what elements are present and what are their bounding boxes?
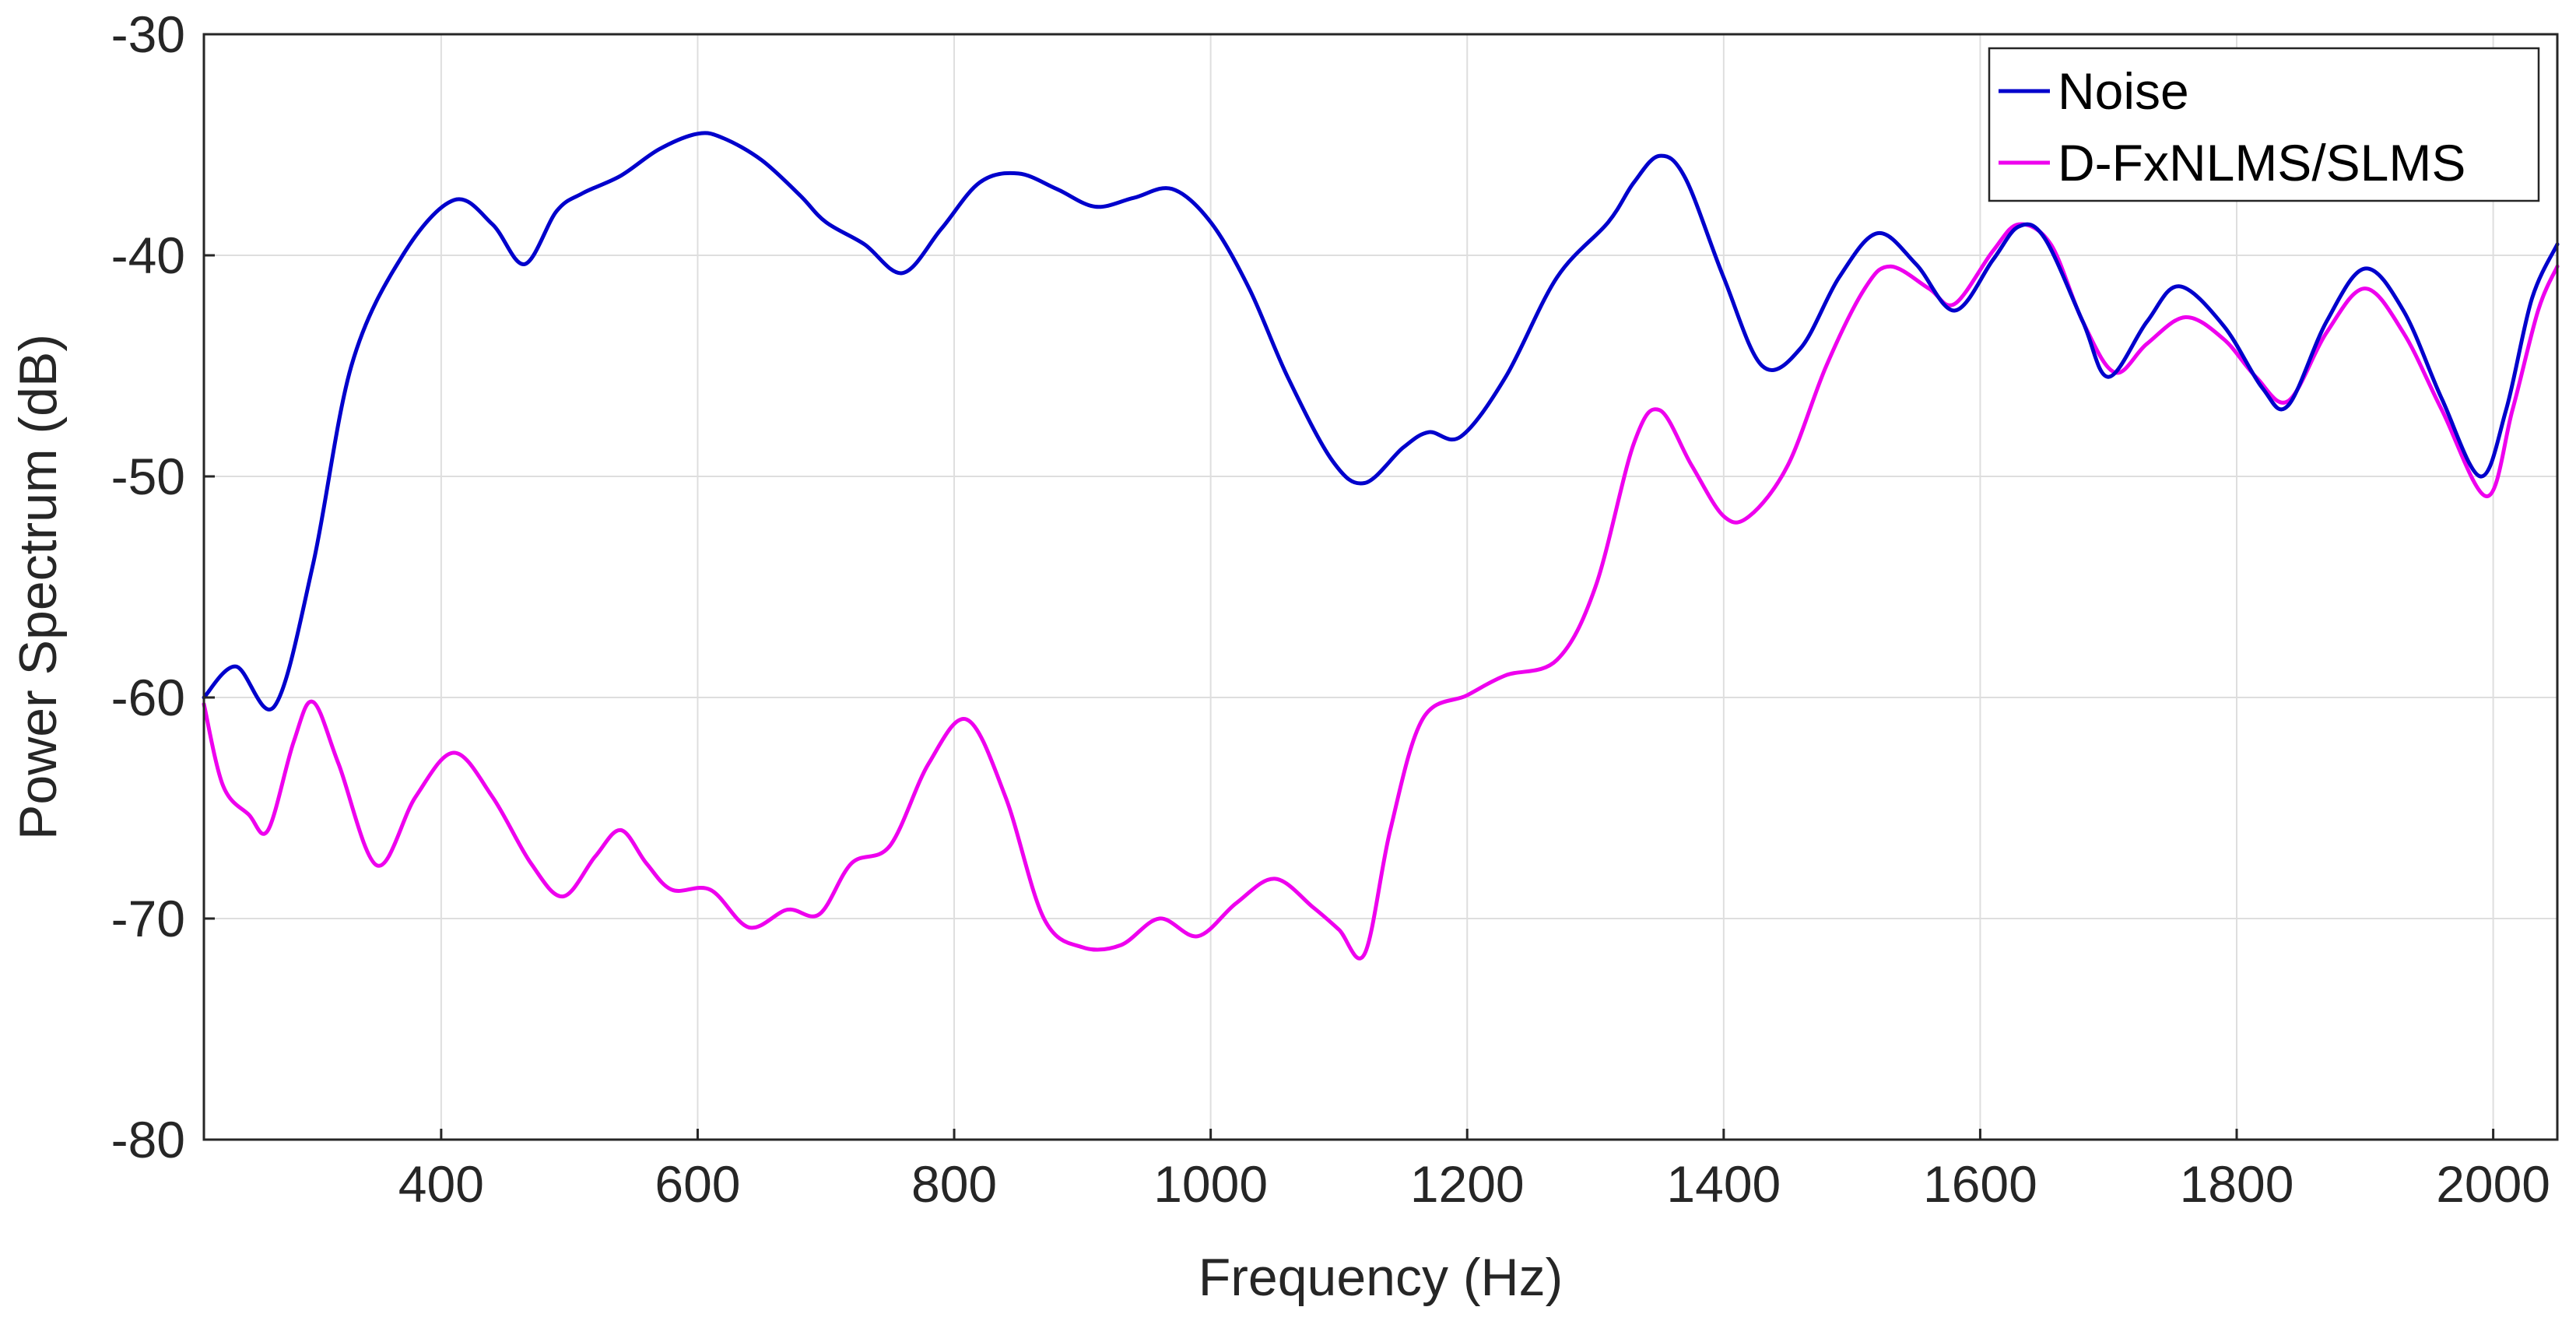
x-axis-label: Frequency (Hz) xyxy=(1199,1248,1563,1307)
plot-frame xyxy=(202,33,2559,1141)
x-tick-label-400: 400 xyxy=(398,1155,484,1213)
y-tick-label--70: -70 xyxy=(111,890,185,947)
y-tick-label--60: -60 xyxy=(111,669,185,726)
x-tick-label-1000: 1000 xyxy=(1153,1155,1268,1213)
x-tick-label-2000: 2000 xyxy=(2436,1155,2550,1213)
y-tick-label--80: -80 xyxy=(111,1111,185,1168)
x-axis-ticks: 400 600 800 1000 1200 1400 1600 1800 2000 xyxy=(398,1129,2550,1213)
legend-entry-noise: Noise xyxy=(2058,62,2189,120)
x-tick-label-1200: 1200 xyxy=(1410,1155,1525,1213)
y-tick-label--40: -40 xyxy=(111,227,185,284)
y-axis-label: Power Spectrum (dB) xyxy=(9,334,68,840)
y-axis-ticks: -80 -70 -60 -50 -40 -30 xyxy=(111,5,215,1168)
series-layer xyxy=(202,131,2560,961)
x-tick-label-1600: 1600 xyxy=(1923,1155,2037,1213)
legend: Noise D-FxNLMS/SLMS xyxy=(1988,47,2540,202)
legend-entry-d-fxnlms-slms: D-FxNLMS/SLMS xyxy=(2058,134,2465,191)
series-line-noise xyxy=(202,131,2560,711)
x-tick-label-1400: 1400 xyxy=(1666,1155,1781,1213)
x-tick-label-800: 800 xyxy=(911,1155,997,1213)
x-tick-label-1800: 1800 xyxy=(2180,1155,2294,1213)
legend-box xyxy=(1988,47,2540,202)
x-tick-label-600: 600 xyxy=(655,1155,740,1213)
y-tick-label--30: -30 xyxy=(111,5,185,63)
y-tick-label--50: -50 xyxy=(111,448,185,505)
series-line-d-fxnlms-slms xyxy=(202,222,2560,961)
grid-lines xyxy=(204,34,2557,1140)
